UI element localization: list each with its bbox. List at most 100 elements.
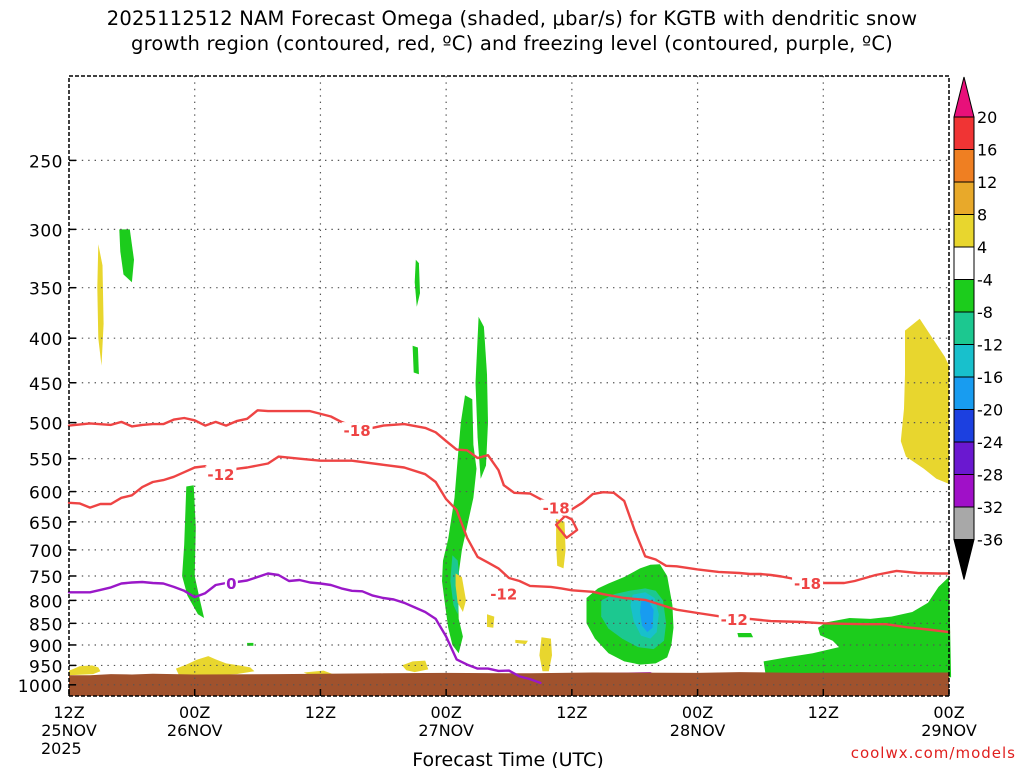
ground-terrain [69,672,949,696]
colorbar-box-5 [953,246,975,280]
x-tick-label-72-0: 12Z [808,703,839,722]
omega-area-0 [119,229,134,283]
source-credit: coolwx.com/models [850,744,1016,762]
x-tick-label-48-0: 12Z [556,703,587,722]
x-tick-label-0-2: 2025 [41,739,82,758]
colorbar-label-10: -24 [977,433,1003,452]
contour-label-bg-6 [224,574,238,591]
contour-label-0: -18 [344,422,371,440]
omega-area-12 [515,639,528,645]
x-tick-label-84-0: 00Z [933,703,964,722]
contour-label-bg-2 [540,499,572,516]
omega-area-18 [737,633,754,638]
omega-area-17 [763,577,952,680]
colorbar-label-9: -20 [977,401,1003,420]
x-tick-label-60-0: 00Z [682,703,713,722]
y-tick-label-900: 900 [29,637,63,657]
omega-area-3 [414,259,420,307]
chart-title-line-2: growth region (contoured, red, ºC) and f… [131,32,893,55]
colorbar-label-11: -28 [977,466,1003,485]
omega-area-21 [69,665,101,676]
x-axis-label: Forecast Time (UTC) [412,749,603,768]
y-tick-label-400: 400 [29,330,63,350]
colorbar-label-3: 8 [977,206,987,225]
grid-layer [69,76,949,696]
colorbar-box-10 [953,409,975,443]
colorbar-box-11 [953,441,975,475]
omega-area-4 [412,345,419,375]
omega-area-22 [175,656,255,676]
contour-label-bg-4 [792,574,824,591]
colorbar-label-2: 12 [977,173,997,192]
colorbar-label-1: 16 [977,141,997,160]
omega-area-2 [182,485,205,618]
y-tick-label-350: 350 [29,280,63,300]
colorbar-label-13: -36 [977,531,1003,550]
colorbar-box-7 [953,311,975,345]
omega-area-10 [487,614,495,628]
colorbar-label-4: 4 [977,238,987,257]
contour-label-bg-5 [718,610,750,627]
colorbar-label-8: -16 [977,368,1003,387]
contour-layer: -18 -12 -18 -12 -18 -12 0 [67,409,951,685]
x-tick-label-24-0: 12Z [305,703,336,722]
colorbar-box-13 [953,506,975,540]
colorbar-label-5: -4 [977,271,993,290]
colorbar-box-8 [953,344,975,378]
contour-label-2: -18 [543,500,570,518]
colorbar-box-12 [953,474,975,508]
y-tick-label-250: 250 [29,152,63,172]
contour-label-4: -18 [794,575,821,593]
axes-layer: 2503003504004505005506006507007508008509… [18,75,977,758]
colorbar-label-0: 20 [977,108,997,127]
omega-area-1 [97,244,104,366]
colorbar-label-6: -8 [977,303,993,322]
omega-area-19 [247,642,254,646]
x-tick-label-36-0: 00Z [430,703,461,722]
colorbar-box-9 [953,376,975,410]
x-tick-label-12-0: 00Z [179,703,210,722]
y-tick-label-300: 300 [29,221,63,241]
x-tick-label-60-1: 28NOV [670,721,726,740]
omega-shading-layer [69,229,952,696]
colorbar-box-3 [953,181,975,215]
colorbar-cap-bottom [953,539,975,580]
contour-label-3: -12 [490,586,517,604]
contour-label-bg-1 [205,466,237,483]
y-tick-label-850: 850 [29,615,63,635]
omega-area-24 [402,660,429,673]
contour-line-3 [67,572,542,685]
x-tick-label-0-1: 25NOV [41,721,97,740]
x-tick-label-36-1: 27NOV [418,721,474,740]
contour-label-1: -12 [207,466,234,484]
chart-title: 2025112512 NAM Forecast Omega (shaded, μ… [0,6,1024,56]
y-tick-label-950: 950 [29,657,63,677]
colorbar-box-6 [953,279,975,313]
omega-area-16 [640,600,654,633]
omega-area-8 [455,573,466,612]
colorbar-cap-top [953,76,975,118]
omega-area-11 [539,637,552,672]
omega-area-5 [442,395,477,654]
x-tick-label-84-1: 29NOV [921,721,977,740]
colorbar-label-12: -32 [977,498,1003,517]
colorbar-box-1 [953,116,975,150]
y-tick-label-1000: 1000 [18,677,63,697]
colorbar-box-2 [953,149,975,183]
plot-frame [68,75,950,697]
chart-title-line-1: 2025112512 NAM Forecast Omega (shaded, μ… [106,7,918,30]
contour-line-0 [67,409,505,487]
contour-label-5: -12 [721,611,748,629]
y-tick-label-800: 800 [29,592,63,612]
y-tick-label-600: 600 [29,484,63,504]
omega-area-9 [556,518,566,569]
colorbar-box-4 [953,214,975,248]
y-tick-label-750: 750 [29,568,63,588]
omega-area-20 [900,318,949,484]
x-tick-label-0-0: 12Z [53,703,84,722]
contour-line-1 [502,484,951,585]
y-tick-label-500: 500 [29,415,63,435]
y-tick-label-700: 700 [29,542,63,562]
omega-area-6 [475,316,488,479]
